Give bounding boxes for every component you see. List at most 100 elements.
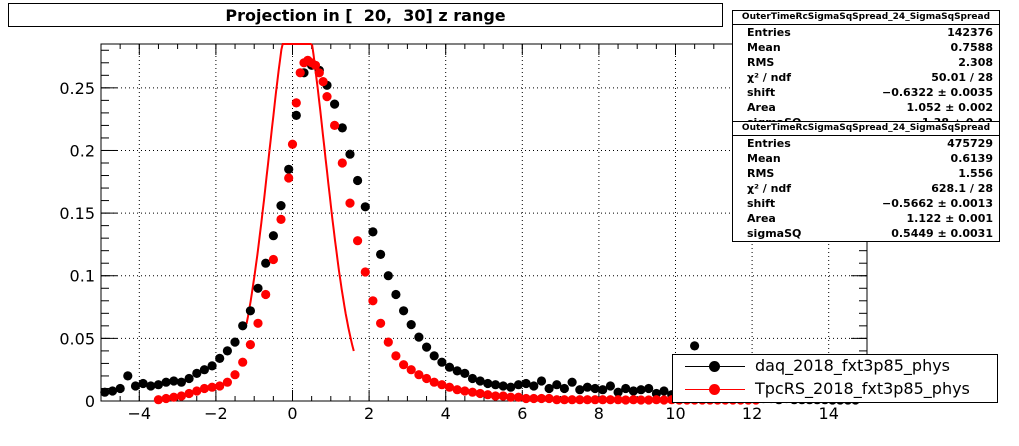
stats-row-rms: RMS 1.556	[733, 166, 999, 181]
x-tick-label: 4	[441, 404, 451, 423]
daq-data-point	[253, 283, 263, 293]
daq-data-point	[628, 386, 639, 396]
legend: daq_2018_fxt3p85_phys TpcRS_2018_fxt3p85…	[672, 354, 998, 403]
x-tick-label: 10	[665, 404, 685, 423]
daq-data-point	[521, 378, 531, 389]
daq-data-point	[161, 377, 171, 387]
tpcrs-data-point	[322, 92, 332, 102]
daq-data-point	[444, 362, 455, 372]
tpcrs-data-point	[590, 395, 600, 405]
legend-label: daq_2018_fxt3p85_phys	[755, 356, 951, 375]
tpcrs-data-point	[207, 382, 217, 392]
daq-data-point	[437, 357, 447, 367]
tpcrs-data-point	[199, 383, 209, 394]
stats-header: OuterTimeRcSigmaSqSpread_24_SigmaSqSprea…	[733, 122, 999, 136]
stats-label: shift	[747, 197, 776, 210]
tpcrs-data-point	[360, 267, 370, 277]
tpcrs-data-point	[399, 360, 409, 370]
tpcrs-data-point	[176, 391, 186, 401]
stats-value: 142376	[947, 26, 993, 39]
daq-data-point	[345, 149, 355, 159]
stats-value: 2.308	[958, 56, 993, 69]
daq-data-point	[513, 380, 524, 390]
daq-data-point	[184, 373, 194, 384]
daq-data-point	[368, 227, 378, 237]
daq-data-point	[230, 337, 240, 347]
tpcrs-data-point	[161, 393, 171, 404]
daq-data-point	[284, 164, 294, 174]
y-tick-label: 0.2	[70, 141, 95, 160]
daq-data-point	[567, 377, 577, 387]
daq-data-point	[598, 385, 608, 395]
tpcrs-data-point	[414, 370, 424, 380]
daq-data-point	[337, 123, 347, 133]
daq-data-point	[605, 381, 616, 391]
stats-value: 1.122 ± 0.001	[906, 212, 993, 225]
daq-data-point	[130, 381, 141, 391]
tpcrs-data-point	[429, 377, 439, 387]
tpcrs-data-point	[192, 386, 202, 396]
tpcrs-data-point	[651, 395, 662, 405]
daq-data-point	[460, 368, 470, 378]
tpcrs-data-point	[230, 370, 240, 380]
tick-labels: −4 −2 0 2 4 6 8 10 12 14 0 0.05 0.1 0.15 0.2 0.25	[59, 79, 839, 423]
daq-data-point	[644, 383, 654, 394]
x-tick-label: 6	[517, 404, 527, 423]
stats-label: χ² / ndf	[747, 71, 792, 84]
tpcrs-data-point	[337, 158, 347, 168]
daq-data-point	[536, 376, 547, 386]
tpcrs-data-point	[287, 139, 298, 149]
daq-data-point	[422, 342, 432, 352]
stats-row-mean: Mean 0.7588	[733, 40, 999, 55]
tpcrs-data-point	[467, 387, 478, 397]
y-tick-label: 0.05	[59, 329, 95, 348]
tpcrs-data-point	[475, 388, 485, 399]
tpcrs-data-point	[376, 318, 386, 328]
tpcrs-data-point	[345, 198, 355, 208]
daq-data-point	[192, 368, 202, 378]
tpcrs-data-point	[276, 214, 286, 224]
daq-data-point	[276, 201, 286, 211]
daq-data-point	[153, 380, 163, 390]
stats-row-chi2: χ² / ndf 50.01 / 28	[733, 70, 999, 85]
tpcrs-data-point	[444, 382, 455, 392]
tpcrs-data-point	[295, 68, 305, 78]
daq-data-point	[330, 99, 340, 109]
stats-row-mean: Mean 0.6139	[733, 151, 999, 166]
y-tick-label: 0	[85, 392, 95, 411]
daq-data-point	[138, 378, 148, 389]
tpcrs-data-point	[605, 395, 616, 405]
daq-data-point	[391, 289, 401, 300]
tpcrs-data-point	[310, 60, 321, 70]
tpcrs-data-point	[406, 365, 416, 375]
daq-data-point	[291, 110, 301, 120]
fit-curves	[245, 43, 355, 352]
tpcrs-data-point	[238, 357, 248, 367]
daq-data-point	[552, 380, 562, 390]
stats-row-chi2: χ² / ndf 628.1 / 28	[733, 181, 999, 196]
tpcrs-data-point	[284, 173, 294, 183]
stats-label: Area	[747, 212, 776, 225]
daq-data-point	[659, 386, 669, 396]
stats-label: Area	[747, 101, 776, 114]
stats-value: 475729	[947, 137, 993, 150]
tpcrs-data-point	[536, 393, 547, 404]
daq-data-point	[475, 376, 485, 386]
daq-data-point	[261, 258, 271, 268]
daq-data-point	[506, 382, 516, 392]
tpcrs-data-point	[636, 395, 646, 405]
y-tick-label: 0.25	[59, 79, 95, 98]
x-tick-label: 0	[287, 404, 297, 423]
tpcrs-data-point	[529, 393, 539, 404]
daq-data-point	[452, 366, 462, 376]
daq-data-point	[498, 381, 508, 391]
tpcrs-data-point	[318, 77, 328, 87]
tpcrs-data-point	[368, 296, 378, 306]
stats-label: Entries	[747, 137, 791, 150]
tpcrs-data-point	[582, 395, 593, 405]
stats-label: Mean	[747, 41, 781, 54]
stats-value: 628.1 / 28	[931, 182, 993, 195]
stats-label: Mean	[747, 152, 781, 165]
tpcrs-data-point	[153, 395, 163, 405]
stats-label: sigmaSQ	[747, 227, 802, 240]
